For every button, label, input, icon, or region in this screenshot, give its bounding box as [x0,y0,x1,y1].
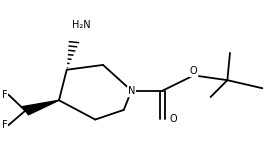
Text: F: F [2,120,7,130]
Text: O: O [169,114,177,124]
Text: F: F [2,90,7,100]
Text: H₂N: H₂N [72,20,90,30]
Polygon shape [22,100,59,115]
Text: N: N [128,87,135,96]
Text: O: O [190,66,198,76]
